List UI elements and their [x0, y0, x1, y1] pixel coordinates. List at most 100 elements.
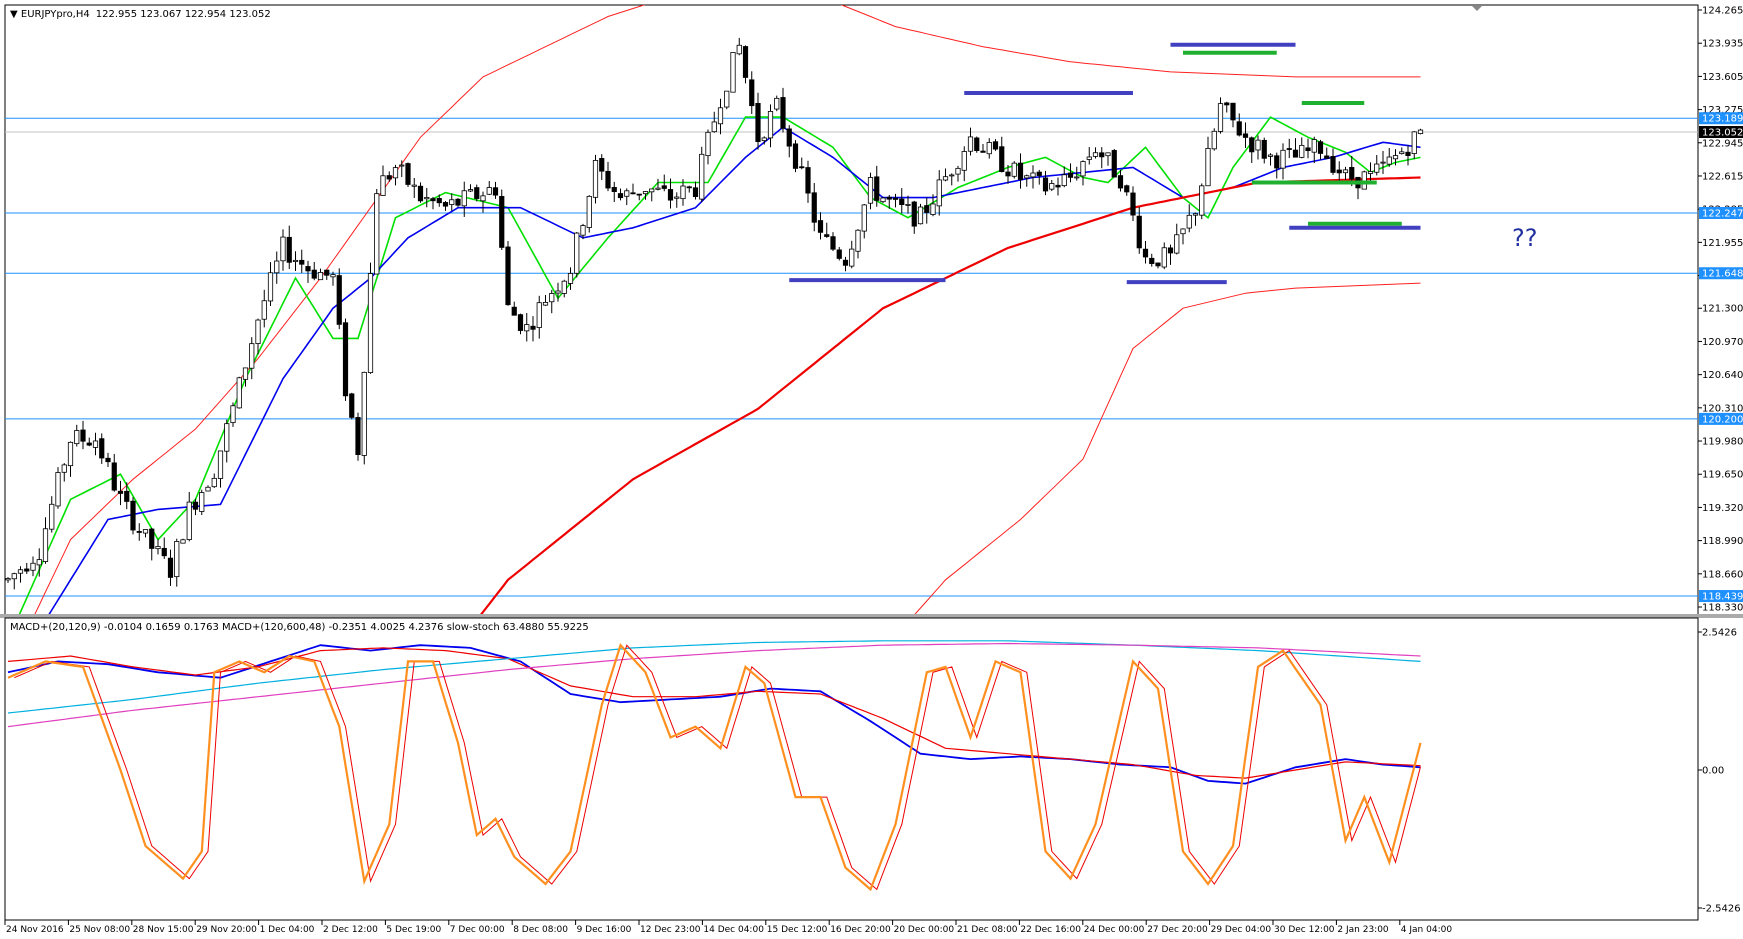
- candle: [780, 87, 786, 133]
- candle-body-bull: [717, 107, 724, 125]
- candle: [742, 45, 749, 84]
- candle: [911, 200, 917, 234]
- candle: [1005, 165, 1011, 184]
- candle-body-bear: [1036, 171, 1042, 176]
- candle: [492, 181, 499, 199]
- candle-body-bull: [1280, 149, 1286, 169]
- indicator-line-magenta: [7, 642, 1421, 728]
- candle: [636, 193, 642, 201]
- price-panel[interactable]: 124.265 123.935 123.605 123.275 122.945 122.6…: [4, 0, 1743, 741]
- candle-body-bear: [86, 442, 92, 446]
- candle: [336, 268, 342, 330]
- candle: [586, 195, 592, 233]
- candle: [411, 177, 417, 198]
- candle: [261, 289, 267, 328]
- candle: [417, 182, 424, 203]
- candle: [1242, 122, 1249, 149]
- candle: [505, 241, 511, 306]
- candle: [399, 160, 405, 178]
- lower-band-line: [913, 282, 1421, 615]
- panel-divider[interactable]: [0, 614, 1743, 618]
- candle-body-bear: [1249, 137, 1255, 153]
- time-tick-label: 28 Nov 15:00: [133, 925, 194, 935]
- candle: [5, 577, 11, 583]
- candle-body-bull: [1211, 130, 1217, 150]
- candle: [355, 412, 361, 461]
- time-tick-label: 12 Dec 23:00: [640, 925, 701, 935]
- candle: [711, 111, 717, 133]
- candle: [1374, 155, 1380, 176]
- candle-body-bull: [1205, 148, 1211, 187]
- candle-body-bear: [999, 146, 1005, 173]
- candle: [161, 537, 167, 559]
- candle-body-bull: [967, 136, 974, 152]
- candle-body-bull: [92, 440, 99, 448]
- candle-body-bear: [474, 187, 480, 199]
- candle: [1042, 170, 1049, 196]
- candle-body-bull: [674, 196, 680, 199]
- candle: [174, 538, 180, 587]
- candle: [661, 174, 667, 192]
- time-tick-label: 29 Nov 20:00: [196, 925, 257, 935]
- candle: [1205, 136, 1211, 187]
- candle: [686, 185, 692, 193]
- candle-body-bear: [742, 46, 749, 78]
- candle-body-bull: [230, 405, 236, 423]
- candle-body-bull: [736, 44, 742, 55]
- candle: [1155, 262, 1161, 269]
- price-tick-label: 119.320: [1702, 503, 1743, 514]
- candle: [511, 301, 517, 316]
- candle-body-bear: [830, 236, 836, 250]
- candle: [986, 138, 992, 159]
- candle-body-bull: [1267, 154, 1274, 157]
- candle-body-bear: [511, 306, 517, 316]
- candle: [30, 556, 36, 577]
- candle: [199, 489, 205, 516]
- candle-body-bull: [767, 111, 774, 139]
- candle: [167, 549, 174, 586]
- candle-body-bear: [1117, 175, 1124, 189]
- candle-body-bear: [1136, 215, 1142, 249]
- candle: [1080, 160, 1086, 186]
- indicator-header: MACD+(20,120,9) -0.0104 0.1659 0.1763 MA…: [10, 622, 589, 633]
- scroll-marker-icon[interactable]: [1472, 6, 1482, 11]
- candle: [205, 485, 211, 492]
- price-tick-label: 123.275: [1702, 105, 1743, 116]
- candle: [1292, 138, 1299, 158]
- candle-body-bear: [1330, 156, 1336, 173]
- candle: [305, 260, 311, 283]
- time-tick-label: 20 Dec 00:00: [894, 925, 955, 935]
- candle-body-bull: [1374, 163, 1380, 173]
- symbol-info: EURJPYpro,H4: [21, 9, 90, 20]
- candle: [1230, 102, 1236, 128]
- candle-body-bear: [349, 393, 355, 418]
- candle-body-bear: [405, 163, 411, 185]
- candle: [1136, 206, 1142, 254]
- candle: [1261, 137, 1267, 164]
- candle: [949, 173, 955, 186]
- candles: [5, 37, 1424, 590]
- candle: [830, 232, 836, 251]
- candle-body-bear: [149, 528, 155, 549]
- candle: [1124, 184, 1130, 196]
- symbol-dropdown-icon[interactable]: ▼: [10, 9, 21, 20]
- candle: [311, 261, 317, 281]
- candle-body-bear: [892, 197, 899, 200]
- candle: [1405, 145, 1411, 166]
- candle-body-bear: [1099, 152, 1105, 158]
- candle-body-bull: [649, 188, 655, 193]
- candle-body-bear: [1261, 139, 1267, 159]
- candle-body-bear: [974, 137, 980, 152]
- candle-body-bear: [130, 500, 136, 531]
- candle: [1249, 136, 1255, 163]
- candle-body-bull: [1417, 129, 1424, 134]
- candle: [386, 171, 392, 182]
- candle-body-bear: [817, 220, 824, 233]
- candle: [1317, 139, 1324, 160]
- candle: [67, 441, 74, 477]
- price-level-label: 118.439: [1702, 592, 1743, 603]
- candle-body-bear: [492, 187, 499, 196]
- candle: [811, 183, 817, 232]
- candle: [799, 157, 805, 170]
- indicator-panel[interactable]: MACD+(20,120,9) -0.0104 0.1659 0.1763 MA…: [4, 617, 1741, 921]
